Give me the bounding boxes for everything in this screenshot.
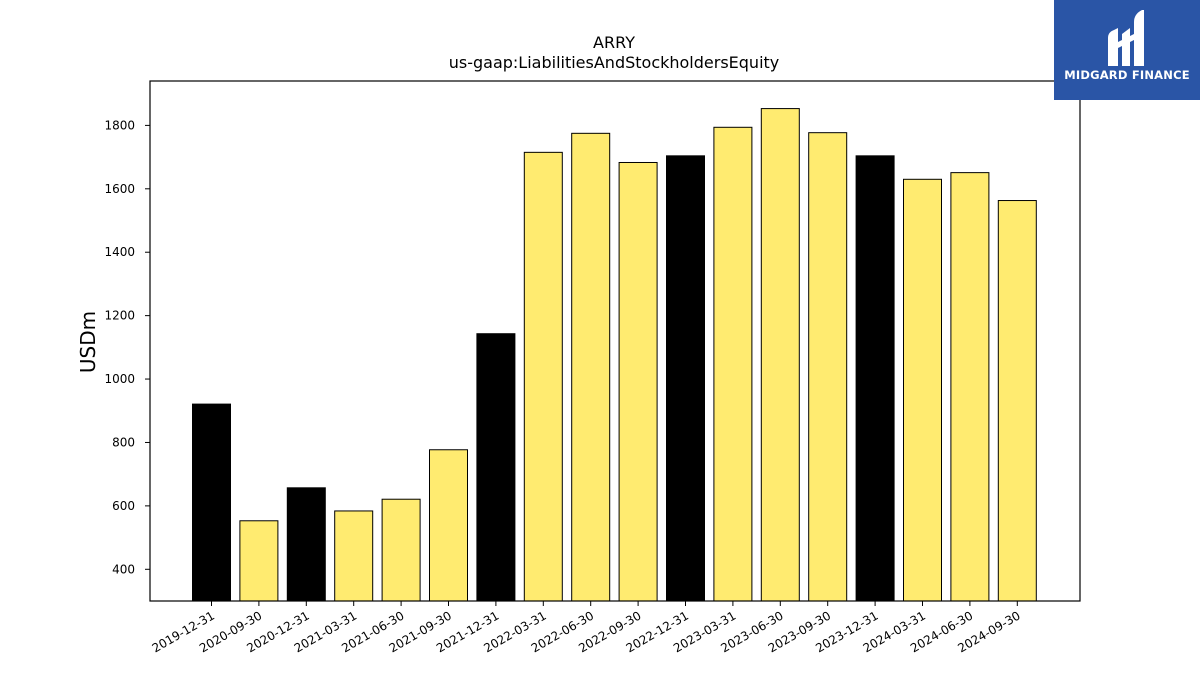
x-axis-ticks: 2019-12-312020-09-302020-12-312021-03-31… xyxy=(150,601,1023,655)
chart-subtitle: us-gaap:LiabilitiesAndStockholdersEquity xyxy=(449,53,780,72)
bar-2020-09-30 xyxy=(239,520,279,602)
y-tick-label: 800 xyxy=(112,435,135,449)
bar-2021-12-31 xyxy=(476,333,516,602)
y-tick-label: 600 xyxy=(112,499,135,513)
y-tick-label: 1600 xyxy=(104,182,135,196)
y-tick-label: 1200 xyxy=(104,309,135,323)
logo-text: MIDGARD FINANCE xyxy=(1064,68,1190,82)
bar-2024-03-31 xyxy=(903,178,942,602)
bar-2023-06-30 xyxy=(760,108,800,602)
y-tick-label: 1800 xyxy=(104,118,135,132)
logo-mark-icon xyxy=(1108,10,1144,66)
bar-2024-09-30 xyxy=(997,200,1037,602)
bar-2022-06-30 xyxy=(571,132,611,602)
bar-2024-06-30 xyxy=(950,172,990,602)
bar-2022-03-31 xyxy=(523,151,563,602)
bar-series xyxy=(192,108,1037,602)
midgard-finance-logo: MIDGARD FINANCE xyxy=(1054,0,1200,100)
y-axis-ticks: 400 600 800 1000 1200 1400 1600 1800 xyxy=(104,118,150,576)
bar-2023-12-31 xyxy=(855,155,895,602)
bar-2020-12-31 xyxy=(286,487,326,602)
y-tick-label: 400 xyxy=(112,562,135,576)
chart-title: ARRY xyxy=(593,33,635,52)
bar-2021-09-30 xyxy=(429,449,468,602)
plot-frame xyxy=(149,80,1081,602)
bar-2022-09-30 xyxy=(618,161,658,602)
y-tick-label: 1400 xyxy=(104,245,135,259)
bar-2019-12-31 xyxy=(192,403,231,602)
bar-2023-09-30 xyxy=(808,132,848,602)
bar-2021-03-31 xyxy=(334,510,374,602)
y-tick-label: 1000 xyxy=(104,372,135,386)
y-axis-label: USDm xyxy=(76,311,100,373)
bar-2022-12-31 xyxy=(666,155,705,602)
bar-2023-03-31 xyxy=(713,126,753,602)
bar-2021-06-30 xyxy=(381,498,421,602)
